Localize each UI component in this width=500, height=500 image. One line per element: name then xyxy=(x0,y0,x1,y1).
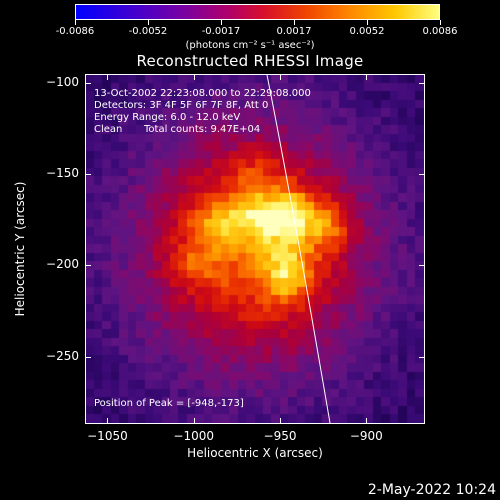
colorbar-tick-label: 0.0086 xyxy=(422,26,458,37)
plot-area: 13-Oct-2002 22:23:08.000 to 22:29:08.000… xyxy=(85,74,425,424)
colorbar-tick-label: 0.0052 xyxy=(349,26,385,37)
solar-limb-line xyxy=(266,75,331,423)
x-tick-label: −900 xyxy=(349,429,383,443)
colorbar-tick xyxy=(75,20,76,25)
colorbar xyxy=(75,4,440,20)
x-axis-title: Heliocentric X (arcsec) xyxy=(187,446,323,460)
colorbar-tick-label: 0.0017 xyxy=(276,26,312,37)
annotation-clean: Clean xyxy=(94,124,123,135)
colorbar-tick xyxy=(148,20,149,25)
annotation-detectors: Detectors: 3F 4F 5F 6F 7F 8F, Att 0 xyxy=(94,100,269,111)
limb-overlay xyxy=(266,75,331,423)
x-tick-label: −1000 xyxy=(173,429,215,443)
timestamp: 2-May-2022 10:24 xyxy=(367,482,496,498)
y-tick-label: −250 xyxy=(46,348,79,363)
colorbar-tick-label: -0.0017 xyxy=(201,26,241,37)
colorbar-tick xyxy=(367,20,368,25)
annotation-energy: Energy Range: 6.0 - 12.0 keV xyxy=(94,112,241,123)
colorbar-units: (photons cm⁻² s⁻¹ asec⁻²) xyxy=(185,40,315,51)
x-tick-label: −950 xyxy=(263,429,297,443)
colorbar-tick-label: -0.0052 xyxy=(128,26,168,37)
y-axis-title: Heliocentric Y (arcsec) xyxy=(13,181,27,317)
x-tick-label: −1050 xyxy=(87,429,128,443)
annotation-time-range: 13-Oct-2002 22:23:08.000 to 22:29:08.000 xyxy=(94,88,311,99)
colorbar-ticks: -0.0086 -0.0052 -0.0017 0.0017 0.0052 0.0086 xyxy=(0,0,500,40)
y-tick-label: −100 xyxy=(46,75,79,90)
y-tick-label: −150 xyxy=(46,166,79,181)
annotation-counts: Total counts: 9.47E+04 xyxy=(144,124,261,135)
y-tick-label: −200 xyxy=(46,257,79,272)
heatmap-image xyxy=(86,75,424,423)
colorbar-tick xyxy=(294,20,295,25)
annotation-peak: Position of Peak = [-948,-173] xyxy=(94,398,244,409)
colorbar-tick xyxy=(440,20,441,25)
chart-title: Reconstructed RHESSI Image xyxy=(136,52,364,70)
colorbar-tick-label: -0.0086 xyxy=(55,26,95,37)
colorbar-tick xyxy=(221,20,222,25)
